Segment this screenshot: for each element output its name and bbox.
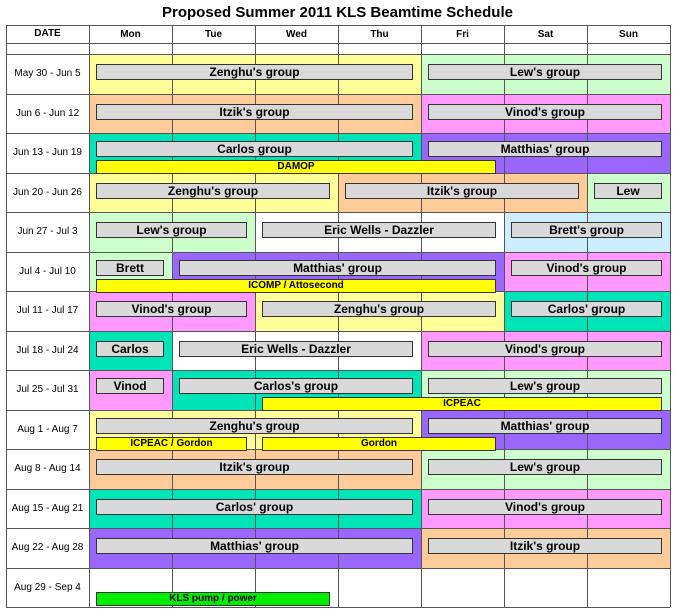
day-header-wed: Wed bbox=[286, 29, 307, 40]
grid-hline bbox=[6, 607, 670, 608]
grid-hline bbox=[6, 252, 670, 253]
grid-vline bbox=[504, 25, 505, 607]
booking-bar[interactable]: ICOMP / Attosecond bbox=[96, 278, 496, 293]
week-date-label: Jun 13 - Jun 19 bbox=[13, 147, 82, 158]
booking-bar[interactable]: Vinod's group bbox=[428, 340, 662, 357]
booking-bar[interactable]: Itzik's group bbox=[345, 182, 579, 199]
booking-bar[interactable]: ICPEAC / Gordon bbox=[96, 436, 247, 451]
booking-bar[interactable]: Lew's group bbox=[428, 378, 662, 394]
week-date-label: Aug 22 - Aug 28 bbox=[11, 542, 84, 553]
booking-bar[interactable]: Zenghu's group bbox=[96, 182, 330, 199]
week-date-label: Jul 4 - Jul 10 bbox=[19, 265, 76, 277]
booking-bar[interactable]: Matthias' group bbox=[179, 259, 496, 276]
booking-bar[interactable]: Vinod's group bbox=[511, 259, 662, 276]
booking-bar[interactable]: Vinod's group bbox=[428, 498, 662, 515]
grid-vline bbox=[6, 25, 7, 607]
grid-hline bbox=[6, 489, 670, 490]
booking-bar[interactable]: Vinod's group bbox=[96, 301, 247, 317]
booking-bar[interactable]: Itzik's group bbox=[96, 459, 413, 475]
booking-bar[interactable]: Brett bbox=[96, 259, 164, 276]
booking-bar[interactable]: Eric Wells - Dazzler bbox=[262, 222, 496, 238]
grid-hline bbox=[6, 54, 670, 55]
booking-bar[interactable]: Itzik's group bbox=[96, 103, 413, 120]
booking-bar[interactable]: Carlos' group bbox=[511, 301, 662, 317]
day-header-sun: Sun bbox=[619, 29, 638, 40]
grid-vline bbox=[670, 25, 671, 607]
week-date-label: Jul 11 - Jul 17 bbox=[16, 305, 79, 316]
booking-bar[interactable]: Brett's group bbox=[511, 222, 662, 238]
grid-hline bbox=[6, 370, 670, 371]
booking-bar[interactable]: Lew's group bbox=[428, 459, 662, 475]
booking-bar[interactable]: Lew's group bbox=[96, 222, 247, 238]
booking-bar[interactable]: DAMOP bbox=[96, 160, 496, 174]
grid-vline bbox=[89, 25, 90, 607]
day-header-fri: Fri bbox=[456, 29, 469, 40]
booking-bar[interactable]: Matthias' group bbox=[428, 417, 662, 434]
booking-bar[interactable]: Eric Wells - Dazzler bbox=[179, 340, 413, 357]
booking-bar[interactable]: Gordon bbox=[262, 436, 496, 451]
booking-bar[interactable]: Carlos's group bbox=[179, 378, 413, 394]
booking-bar[interactable]: Zenghu's group bbox=[262, 301, 496, 317]
booking-bar[interactable]: Itzik's group bbox=[428, 538, 662, 554]
day-header-mon: Mon bbox=[120, 29, 141, 40]
booking-bar[interactable]: Carlos group bbox=[96, 141, 413, 157]
grid-hline bbox=[6, 528, 670, 529]
booking-bar[interactable]: Carlos' group bbox=[96, 498, 413, 515]
booking-bar[interactable]: Matthias' group bbox=[428, 141, 662, 157]
week-date-label: Jul 18 - Jul 24 bbox=[16, 344, 79, 356]
week-date-label: May 30 - Jun 5 bbox=[14, 68, 81, 79]
grid-hline bbox=[6, 94, 670, 95]
grid-hline bbox=[6, 568, 670, 569]
booking-bar[interactable]: Lew's group bbox=[428, 64, 662, 80]
booking-bar[interactable]: Zenghu's group bbox=[96, 417, 413, 434]
week-date-label: Jun 27 - Jul 3 bbox=[17, 226, 78, 237]
page-title: Proposed Summer 2011 KLS Beamtime Schedu… bbox=[162, 4, 513, 21]
week-date-label: Jun 20 - Jun 26 bbox=[13, 186, 82, 198]
week-date-label: Jul 25 - Jul 31 bbox=[16, 384, 79, 395]
week-date-label: Aug 8 - Aug 14 bbox=[14, 463, 81, 474]
grid-vline bbox=[255, 25, 256, 607]
booking-bar[interactable]: Vinod bbox=[96, 378, 164, 394]
week-date-label: Aug 1 - Aug 7 bbox=[17, 423, 78, 435]
booking-bar[interactable]: Zenghu's group bbox=[96, 64, 413, 80]
booking-bar[interactable]: Carlos bbox=[96, 340, 164, 357]
booking-bar[interactable]: Lew bbox=[594, 182, 662, 199]
date-column-header: DATE bbox=[34, 28, 61, 39]
booking-bar[interactable]: KLS pump / power bbox=[96, 591, 330, 606]
grid-hline bbox=[6, 133, 670, 134]
booking-bar[interactable]: Matthias' group bbox=[96, 538, 413, 554]
booking-bar[interactable]: Vinod's group bbox=[428, 103, 662, 120]
grid-hline bbox=[6, 43, 670, 44]
week-date-label: Aug 29 - Sep 4 bbox=[14, 581, 81, 593]
grid-hline bbox=[6, 25, 670, 26]
week-date-label: Jun 6 - Jun 12 bbox=[15, 107, 80, 119]
grid-hline bbox=[6, 212, 670, 213]
day-header-tue: Tue bbox=[204, 29, 223, 40]
booking-bar[interactable]: ICPEAC bbox=[262, 397, 662, 411]
day-header-thu: Thu bbox=[370, 29, 389, 40]
day-header-sat: Sat bbox=[537, 29, 554, 40]
grid-hline bbox=[6, 331, 670, 332]
week-date-label: Aug 15 - Aug 21 bbox=[11, 502, 84, 514]
